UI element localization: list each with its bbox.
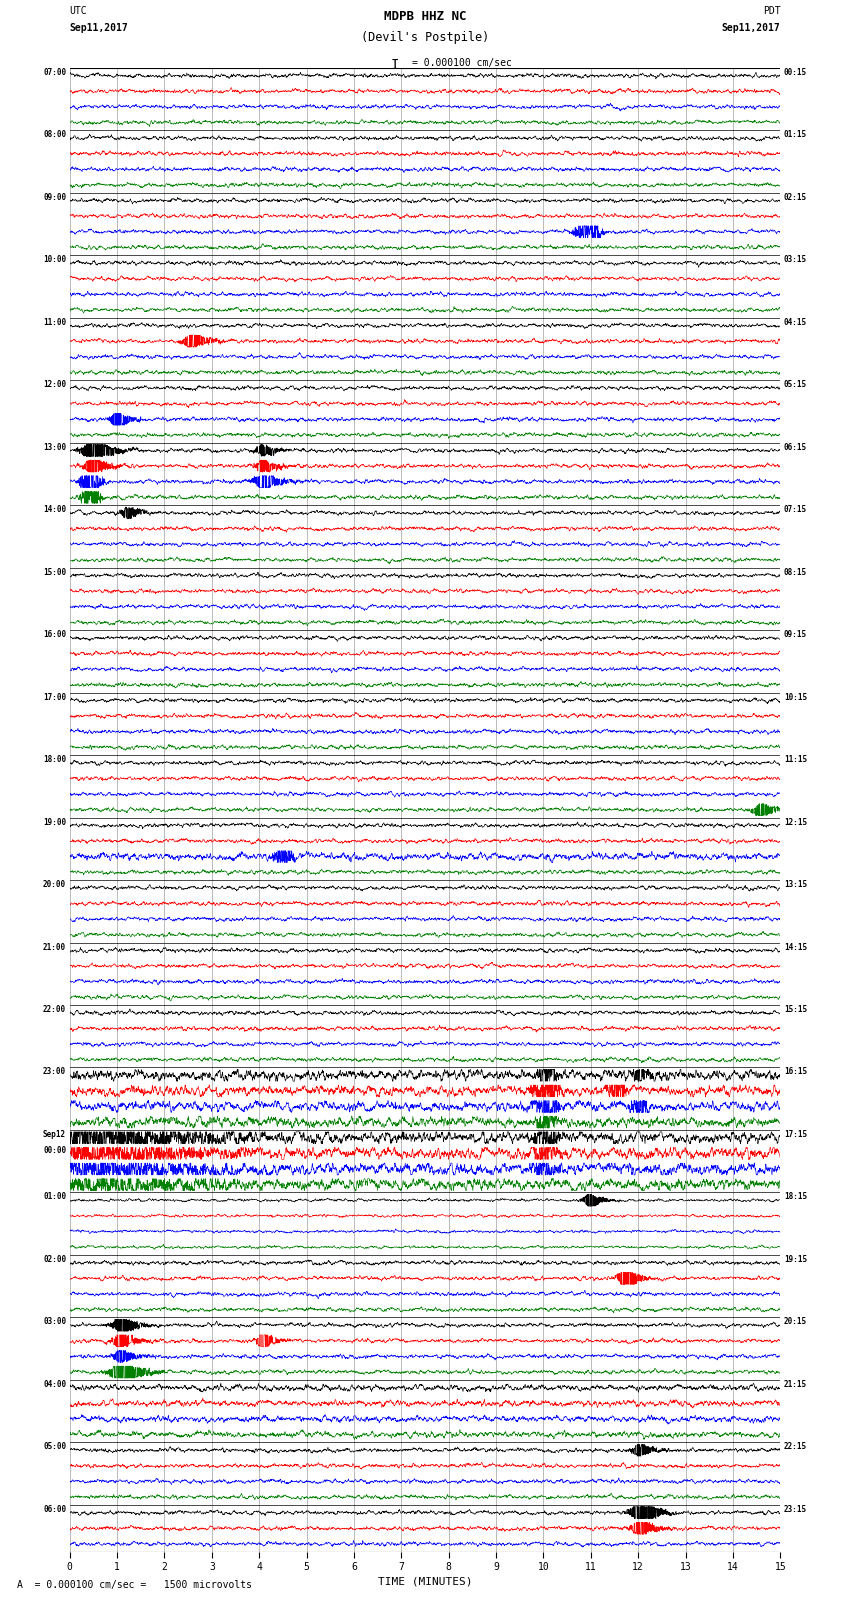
Text: = 0.000100 cm/sec: = 0.000100 cm/sec	[412, 58, 512, 68]
Text: 23:00: 23:00	[43, 1068, 66, 1076]
Text: 06:00: 06:00	[43, 1505, 66, 1515]
Text: Sep11,2017: Sep11,2017	[70, 23, 128, 32]
Text: 08:00: 08:00	[43, 131, 66, 139]
Text: Sep12: Sep12	[43, 1131, 66, 1139]
Text: 08:15: 08:15	[784, 568, 807, 576]
Text: 17:00: 17:00	[43, 692, 66, 702]
Text: 13:15: 13:15	[784, 881, 807, 889]
Text: 14:00: 14:00	[43, 505, 66, 515]
Text: 21:15: 21:15	[784, 1379, 807, 1389]
Text: 10:00: 10:00	[43, 255, 66, 265]
Text: 07:00: 07:00	[43, 68, 66, 77]
Text: 02:15: 02:15	[784, 192, 807, 202]
Text: 20:00: 20:00	[43, 881, 66, 889]
Text: (Devil's Postpile): (Devil's Postpile)	[361, 31, 489, 44]
Text: 18:00: 18:00	[43, 755, 66, 765]
Text: 18:15: 18:15	[784, 1192, 807, 1202]
X-axis label: TIME (MINUTES): TIME (MINUTES)	[377, 1576, 473, 1586]
Text: 12:15: 12:15	[784, 818, 807, 826]
Text: 11:15: 11:15	[784, 755, 807, 765]
Text: 03:15: 03:15	[784, 255, 807, 265]
Text: Sep11,2017: Sep11,2017	[722, 23, 780, 32]
Text: 06:15: 06:15	[784, 442, 807, 452]
Text: 00:15: 00:15	[784, 68, 807, 77]
Text: 05:15: 05:15	[784, 381, 807, 389]
Text: PDT: PDT	[762, 6, 780, 16]
Text: 04:15: 04:15	[784, 318, 807, 327]
Text: 00:00: 00:00	[43, 1145, 66, 1155]
Text: 19:00: 19:00	[43, 818, 66, 826]
Text: 22:00: 22:00	[43, 1005, 66, 1015]
Text: 15:00: 15:00	[43, 568, 66, 576]
Text: 07:15: 07:15	[784, 505, 807, 515]
Text: 15:15: 15:15	[784, 1005, 807, 1015]
Text: 16:00: 16:00	[43, 631, 66, 639]
Text: 16:15: 16:15	[784, 1068, 807, 1076]
Text: 13:00: 13:00	[43, 442, 66, 452]
Text: 19:15: 19:15	[784, 1255, 807, 1265]
Text: 02:00: 02:00	[43, 1255, 66, 1265]
Text: 04:00: 04:00	[43, 1379, 66, 1389]
Text: 14:15: 14:15	[784, 942, 807, 952]
Text: 10:15: 10:15	[784, 692, 807, 702]
Text: 22:15: 22:15	[784, 1442, 807, 1452]
Text: 01:00: 01:00	[43, 1192, 66, 1202]
Text: 01:15: 01:15	[784, 131, 807, 139]
Text: 03:00: 03:00	[43, 1318, 66, 1326]
Text: 20:15: 20:15	[784, 1318, 807, 1326]
Text: 21:00: 21:00	[43, 942, 66, 952]
Text: 05:00: 05:00	[43, 1442, 66, 1452]
Text: 09:15: 09:15	[784, 631, 807, 639]
Text: 23:15: 23:15	[784, 1505, 807, 1515]
Text: 09:00: 09:00	[43, 192, 66, 202]
Text: A  = 0.000100 cm/sec =   1500 microvolts: A = 0.000100 cm/sec = 1500 microvolts	[17, 1581, 252, 1590]
Text: 11:00: 11:00	[43, 318, 66, 327]
Text: 12:00: 12:00	[43, 381, 66, 389]
Text: MDPB HHZ NC: MDPB HHZ NC	[383, 10, 467, 23]
Text: I: I	[391, 58, 399, 71]
Text: UTC: UTC	[70, 6, 88, 16]
Text: 17:15: 17:15	[784, 1131, 807, 1139]
